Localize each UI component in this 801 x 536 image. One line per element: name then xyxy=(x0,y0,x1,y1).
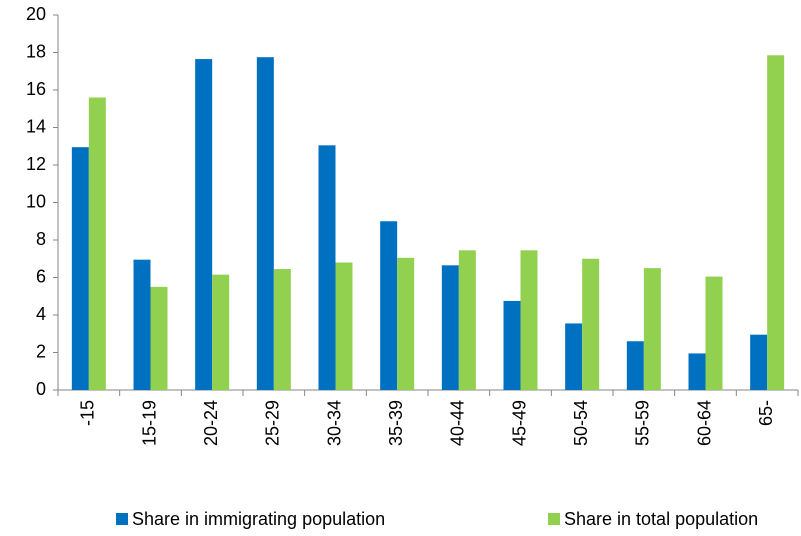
x-tick-label: 60-64 xyxy=(694,400,714,446)
bar xyxy=(335,262,353,390)
x-tick-label: 20-24 xyxy=(201,400,221,446)
bar xyxy=(688,353,706,390)
bar xyxy=(273,269,291,390)
bar xyxy=(380,221,398,390)
legend-label: Share in immigrating population xyxy=(132,509,385,529)
bar xyxy=(318,145,336,390)
x-tick-label: 25-29 xyxy=(263,400,283,446)
y-tick-label: 0 xyxy=(36,379,46,399)
y-tick-label: 4 xyxy=(36,304,46,324)
bar xyxy=(88,97,106,390)
x-tick-label: 40-44 xyxy=(448,400,468,446)
x-tick-label: 15-19 xyxy=(139,400,159,446)
x-tick-label: 45-49 xyxy=(509,400,529,446)
bar xyxy=(133,259,151,390)
y-tick-label: 8 xyxy=(36,229,46,249)
bar xyxy=(520,250,538,390)
bar xyxy=(643,268,661,390)
bar xyxy=(705,276,723,390)
y-tick-label: 10 xyxy=(26,191,46,211)
bar xyxy=(582,258,600,390)
bar xyxy=(458,250,476,390)
legend-swatch xyxy=(116,513,128,525)
y-tick-label: 12 xyxy=(26,154,46,174)
legend-label: Share in total population xyxy=(564,509,758,529)
x-tick-label: 65- xyxy=(756,400,776,426)
x-tick-label: 55-59 xyxy=(633,400,653,446)
x-tick-label: 50-54 xyxy=(571,400,591,446)
bar xyxy=(503,300,521,390)
bar xyxy=(256,57,274,390)
bar xyxy=(750,334,768,390)
y-tick-label: 20 xyxy=(26,4,46,24)
x-tick-label: -15 xyxy=(78,400,98,426)
bar xyxy=(195,59,213,390)
y-tick-label: 16 xyxy=(26,79,46,99)
y-tick-label: 6 xyxy=(36,266,46,286)
y-tick-label: 18 xyxy=(26,41,46,61)
bar xyxy=(441,265,459,390)
y-tick-label: 14 xyxy=(26,116,46,136)
bar xyxy=(397,257,415,390)
x-tick-label: 35-39 xyxy=(386,400,406,446)
bar xyxy=(150,286,168,390)
legend-swatch xyxy=(548,513,560,525)
bar xyxy=(71,147,89,390)
y-tick-label: 2 xyxy=(36,341,46,361)
bar xyxy=(565,323,583,390)
x-tick-label: 30-34 xyxy=(324,400,344,446)
bar xyxy=(212,274,230,390)
bar xyxy=(767,55,785,390)
bar xyxy=(626,341,644,390)
